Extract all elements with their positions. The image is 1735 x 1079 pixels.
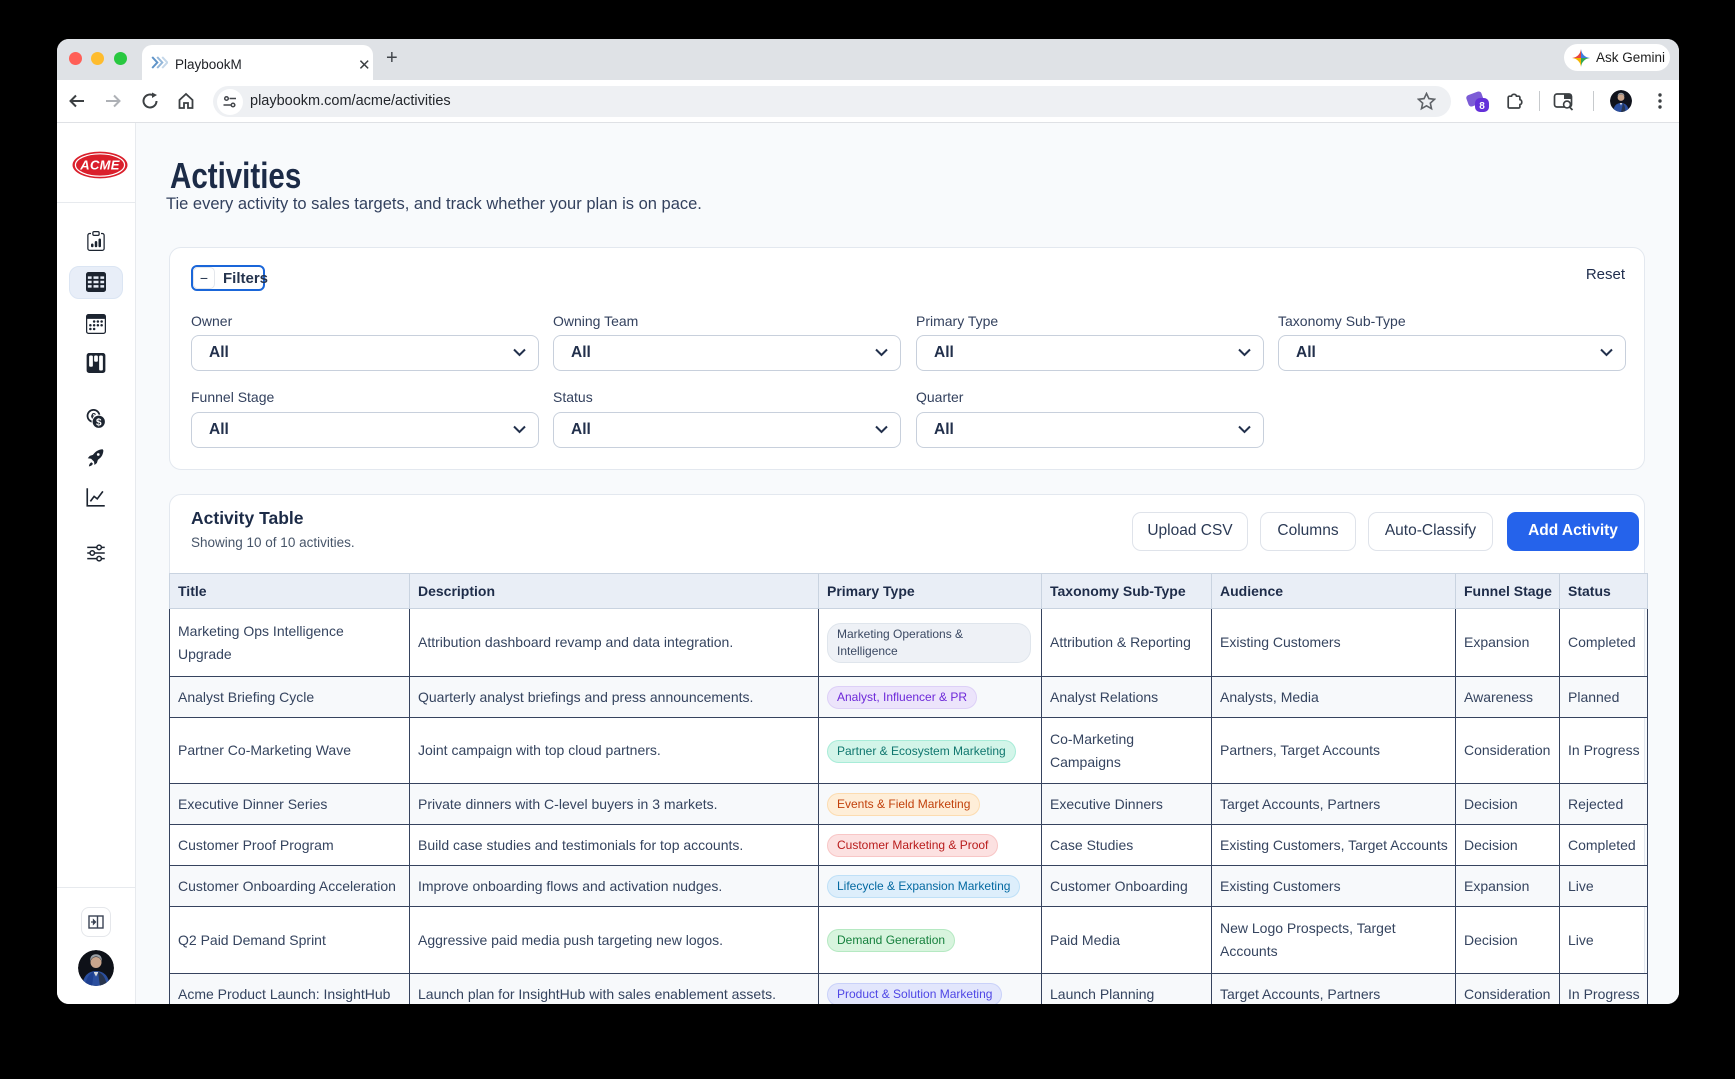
svg-text:€: € [91,411,97,421]
svg-text:$: $ [96,418,102,429]
svg-text:ACME: ACME [79,158,120,173]
svg-text:8: 8 [1479,101,1485,112]
